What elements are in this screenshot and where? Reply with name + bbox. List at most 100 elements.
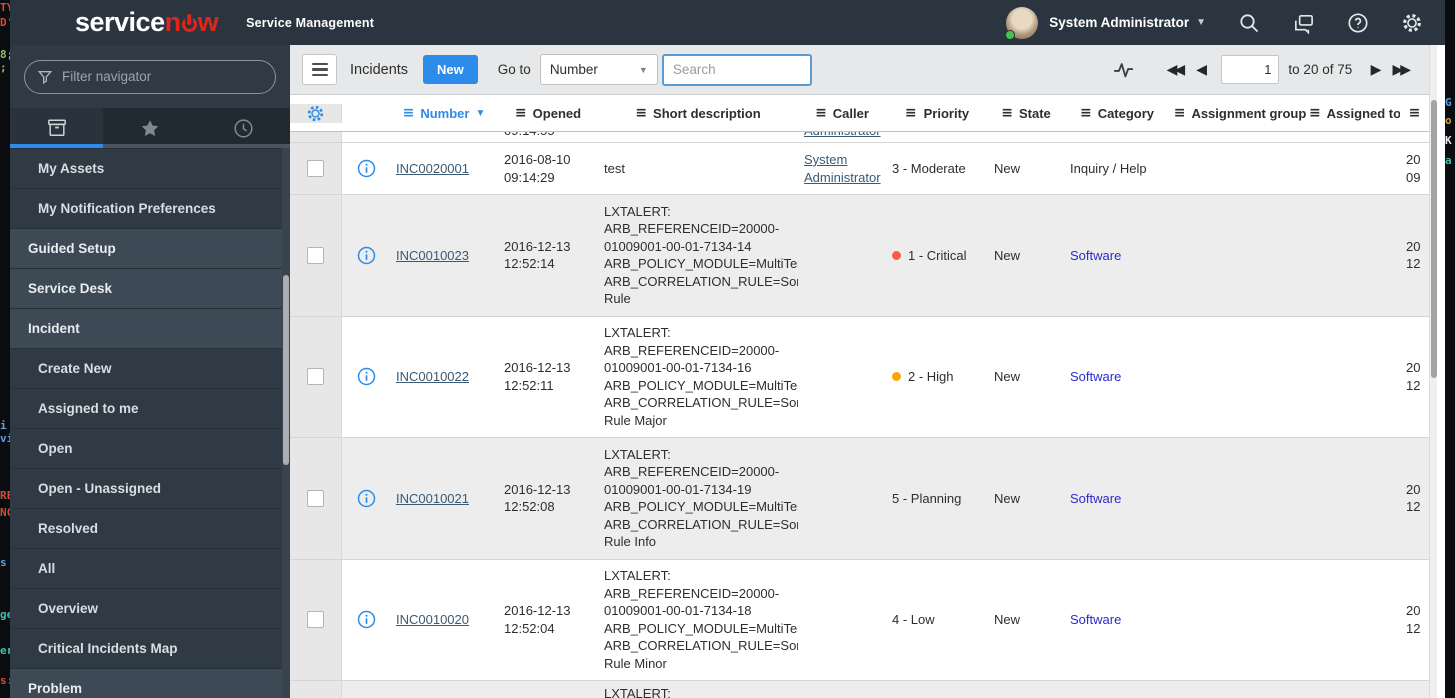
short-description-value: LXTALERT: ARB_REFERENCEID=20000- 0100900… [604, 325, 798, 428]
servicenow-logo[interactable]: service n w [75, 7, 219, 38]
list-scrollbar-thumb[interactable] [1431, 100, 1437, 378]
row-checkbox[interactable] [307, 160, 324, 177]
row-checkbox[interactable] [307, 246, 324, 264]
tab-history[interactable] [197, 108, 290, 148]
top-banner: service n w Service Management System Admi… [10, 0, 1445, 45]
sidebar-item-service-desk[interactable]: Service Desk [10, 268, 290, 308]
column-menu-icon: ≡ [815, 105, 827, 121]
row-checkbox[interactable] [307, 368, 324, 386]
sidebar-item-incident[interactable]: Incident [10, 308, 290, 348]
info-icon[interactable] [357, 367, 376, 386]
filter-navigator-input[interactable]: Filter navigator [24, 59, 276, 94]
sidebar-item-all[interactable]: All [10, 548, 290, 588]
logo-text-n: n [164, 7, 182, 37]
list-search-input[interactable] [661, 53, 812, 86]
list-scrollbar-track[interactable] [1429, 45, 1437, 698]
new-incident-button[interactable]: New [423, 55, 478, 84]
state-value: New [994, 490, 1021, 506]
sidebar-item-my-assets[interactable]: My Assets [10, 148, 290, 188]
sidebar-item-overview[interactable]: Overview [10, 588, 290, 628]
list-activity-pulse-icon[interactable] [1112, 59, 1136, 81]
settings-gear-icon[interactable] [1401, 12, 1423, 34]
category-value[interactable]: Software [1070, 490, 1122, 506]
help-icon[interactable] [1347, 12, 1369, 34]
incident-number-link[interactable]: INC0010020 [396, 612, 469, 628]
sidebar-scrollbar-thumb[interactable] [283, 275, 289, 465]
column-header-assignment-group[interactable]: ≡ Assignment group [1173, 105, 1307, 121]
incident-list-content: Incidents New Go to Number ▼ ◀◀ ◀ to 20 … [290, 45, 1429, 698]
goto-field-value: Number [549, 62, 598, 77]
sort-descending-icon: ▼ [475, 107, 486, 119]
sidebar-item-problem[interactable]: Problem [10, 668, 290, 698]
info-icon[interactable] [357, 246, 376, 265]
current-page-input[interactable] [1221, 55, 1280, 84]
column-header-state[interactable]: ≡ State [1001, 105, 1051, 121]
user-avatar[interactable] [1005, 6, 1039, 40]
incident-number-link[interactable]: INC0020001 [396, 161, 469, 176]
column-header-number[interactable]: ≡ Number ▼ [402, 105, 486, 121]
table-row: INC0020001 2016-08-10 09:14:29 test Syst… [290, 143, 1429, 195]
updated-value-clipped: 20 09 [1406, 151, 1421, 185]
category-value[interactable]: Software [1070, 612, 1122, 628]
background-window-left-edge: TY D' 8;; ivi RE NC s ge er s: [0, 0, 10, 698]
table-row: INC0010020 2016-12-13 12:52:04 LXTALERT:… [290, 559, 1429, 681]
caller-link-clipped[interactable]: Administrator [804, 132, 881, 138]
list-personalize-gear[interactable] [290, 103, 342, 123]
next-page-button[interactable]: ▶ [1369, 61, 1382, 78]
user-menu-chevron-down-icon[interactable]: ▼ [1196, 17, 1206, 28]
background-text-fragment: ; [0, 61, 7, 74]
previous-page-button[interactable]: ◀ [1196, 61, 1207, 78]
column-header-assigned-to[interactable]: ≡ Assigned to [1310, 105, 1400, 121]
background-text-fragment: vi [0, 432, 10, 445]
column-header-category[interactable]: ≡ Category [1079, 105, 1155, 121]
column-header-opened[interactable]: ≡ Opened [514, 105, 582, 121]
sidebar-item-critical-incidents-map[interactable]: Critical Incidents Map [10, 628, 290, 668]
caller-link[interactable]: System Administrator [804, 151, 881, 185]
assignment-group-value [1170, 438, 1310, 559]
info-icon[interactable] [357, 610, 376, 629]
category-value[interactable]: Software [1070, 369, 1122, 385]
category-value[interactable]: Software [1070, 247, 1122, 263]
sidebar-item-open-unassigned[interactable]: Open - Unassigned [10, 468, 290, 508]
incident-number-link[interactable]: INC0010023 [396, 247, 469, 263]
tab-favorites[interactable] [103, 108, 196, 148]
sidebar-item-my-notification-preferences[interactable]: My Notification Preferences [10, 188, 290, 228]
column-header-short-description[interactable]: ≡ Short description [635, 105, 761, 121]
incident-number-link[interactable]: INC0010022 [396, 369, 469, 385]
global-search-icon[interactable] [1238, 12, 1260, 34]
updated-value-clipped: 20 12 [1406, 360, 1421, 393]
incident-number-link[interactable]: INC0010021 [396, 490, 469, 506]
background-text-fragment: 8; [0, 48, 10, 61]
sidebar-menu: My Assets My Notification Preferences Gu… [10, 148, 290, 698]
background-text-fragment: NC [0, 506, 10, 519]
goto-field-select[interactable]: Number ▼ [539, 54, 658, 85]
info-icon[interactable] [357, 159, 376, 178]
logo-text-service: service [75, 7, 165, 37]
row-checkbox[interactable] [307, 611, 324, 629]
last-page-button[interactable]: ▶▶ [1392, 61, 1410, 78]
row-info-cell [342, 438, 390, 559]
sidebar-item-create-new[interactable]: Create New [10, 348, 290, 388]
power-button-o-icon [181, 17, 197, 32]
sidebar-item-open[interactable]: Open [10, 428, 290, 468]
row-checkbox[interactable] [307, 489, 324, 507]
sidebar-item-assigned-to-me[interactable]: Assigned to me [10, 388, 290, 428]
sidebar-item-guided-setup[interactable]: Guided Setup [10, 228, 290, 268]
background-text-fragment: D' [0, 16, 10, 29]
column-header-priority[interactable]: ≡ Priority [904, 105, 970, 121]
sidebar-item-resolved[interactable]: Resolved [10, 508, 290, 548]
connect-chat-icon[interactable] [1292, 12, 1315, 34]
background-text-fragment: RE [0, 489, 10, 502]
assignment-group-value [1170, 143, 1310, 194]
info-icon[interactable] [357, 489, 376, 508]
first-page-button[interactable]: ◀◀ [1166, 61, 1185, 78]
filter-navigator-area: Filter navigator [10, 45, 290, 108]
user-menu[interactable]: System Administrator [1049, 15, 1190, 30]
tab-all-applications[interactable] [10, 108, 104, 148]
column-header-caller[interactable]: ≡ Caller [815, 105, 869, 121]
gear-icon [307, 105, 324, 121]
list-context-menu-button[interactable] [302, 54, 337, 85]
pagination-controls: ◀◀ ◀ to 20 of 75 ▶ ▶▶ [1112, 55, 1415, 84]
column-menu-icon: ≡ [402, 105, 415, 121]
